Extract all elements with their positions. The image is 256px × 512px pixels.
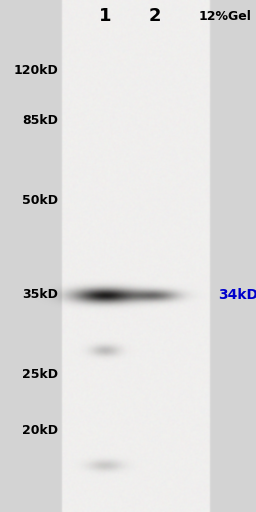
- Text: 20kD: 20kD: [22, 423, 58, 437]
- Text: 85kD: 85kD: [22, 114, 58, 126]
- Text: 50kD: 50kD: [22, 194, 58, 206]
- Text: 12%Gel: 12%Gel: [199, 10, 251, 23]
- Text: 34kD: 34kD: [218, 288, 256, 302]
- Text: 35kD: 35kD: [22, 288, 58, 302]
- Text: 25kD: 25kD: [22, 369, 58, 381]
- Text: 120kD: 120kD: [13, 63, 58, 76]
- Text: 2: 2: [149, 7, 161, 25]
- Text: 1: 1: [99, 7, 111, 25]
